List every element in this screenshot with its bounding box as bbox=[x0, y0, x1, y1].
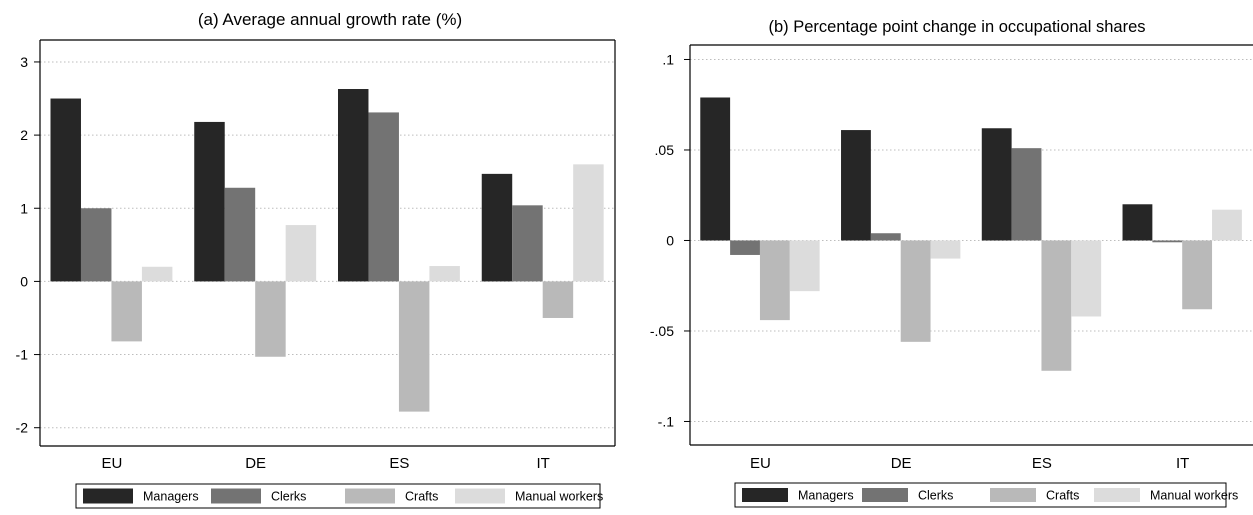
bar-managers-es bbox=[981, 128, 1012, 241]
y-tick-label: -.05 bbox=[650, 323, 674, 339]
bar-manual-workers-eu bbox=[789, 240, 820, 292]
bar-crafts-it bbox=[1182, 240, 1213, 310]
y-tick-label: .1 bbox=[662, 51, 674, 67]
bar-manual-workers-eu bbox=[141, 266, 173, 282]
bar-clerks-de bbox=[224, 187, 256, 282]
bar-managers-it bbox=[481, 173, 513, 282]
legend-label: Manual workers bbox=[1150, 489, 1238, 503]
legend-label: Manual workers bbox=[515, 490, 603, 504]
y-tick-label: 2 bbox=[20, 127, 28, 143]
chart-b-svg: (b) Percentage point change in occupatio… bbox=[650, 18, 1253, 508]
x-tick-label: IT bbox=[536, 455, 549, 472]
bar-crafts-eu bbox=[111, 281, 142, 342]
bar-clerks-eu bbox=[80, 208, 112, 282]
bar-crafts-de bbox=[255, 281, 286, 357]
chart-panel-a: (a) Average annual growth rate (%) 3 2 1 0 -1… bbox=[0, 0, 622, 515]
bar-managers-de bbox=[194, 121, 225, 282]
legend-box bbox=[734, 482, 1227, 508]
legend-swatch bbox=[211, 488, 261, 504]
bar-manual-workers-es bbox=[429, 266, 460, 282]
y-tick-label: 0 bbox=[20, 273, 28, 289]
x-tick-label: ES bbox=[1032, 455, 1052, 472]
legend-swatch bbox=[990, 488, 1036, 502]
bar-manual-workers-es bbox=[1071, 240, 1102, 317]
bar-managers-es bbox=[337, 89, 369, 282]
x-tick-label: ES bbox=[389, 455, 409, 472]
y-tick-label: .05 bbox=[655, 142, 675, 158]
x-tick-label: EU bbox=[750, 455, 771, 472]
y-tick-label: 1 bbox=[20, 200, 28, 216]
bar-crafts-es bbox=[1041, 240, 1072, 371]
bar-managers-it bbox=[1122, 204, 1153, 241]
x-tick-label: DE bbox=[891, 455, 912, 472]
bar-manual-workers-it bbox=[1212, 209, 1242, 241]
bar-crafts-de bbox=[900, 240, 931, 342]
bar-managers-de bbox=[841, 130, 871, 241]
chart-panel-b: (b) Percentage point change in occupatio… bbox=[627, 0, 1253, 515]
bar-managers-eu bbox=[700, 97, 731, 241]
legend-swatch bbox=[83, 488, 133, 504]
y-tick-label: -1 bbox=[16, 347, 29, 363]
bar-manual-workers-it bbox=[573, 164, 604, 282]
legend-swatch bbox=[345, 488, 395, 504]
legend-label: Managers bbox=[798, 489, 854, 503]
x-tick-label: EU bbox=[101, 455, 122, 472]
legend-box bbox=[75, 483, 601, 509]
legend-label: Crafts bbox=[405, 490, 438, 504]
y-tick-label: 0 bbox=[666, 232, 674, 248]
bar-clerks-it bbox=[1152, 240, 1183, 243]
x-tick-label: IT bbox=[1176, 455, 1189, 472]
y-tick-label: -2 bbox=[16, 420, 29, 436]
bar-crafts-es bbox=[398, 281, 430, 412]
legend-label: Managers bbox=[143, 490, 199, 504]
legend-swatch bbox=[742, 488, 788, 502]
legend-swatch bbox=[862, 488, 908, 502]
legend-label: Clerks bbox=[271, 490, 306, 504]
bar-clerks-es bbox=[1011, 148, 1042, 241]
chart-title: (b) Percentage point change in occupatio… bbox=[769, 18, 1146, 36]
bar-clerks-eu bbox=[730, 240, 760, 255]
chart-a-svg: (a) Average annual growth rate (%) 3 2 1 0 -1… bbox=[16, 10, 616, 509]
legend-swatch bbox=[1094, 488, 1140, 502]
legend-label: Crafts bbox=[1046, 489, 1079, 503]
bar-clerks-es bbox=[368, 112, 399, 282]
x-tick-label: DE bbox=[245, 455, 266, 472]
bar-clerks-it bbox=[512, 205, 543, 282]
bar-clerks-de bbox=[870, 233, 901, 241]
legend-label: Clerks bbox=[918, 489, 953, 503]
chart-title: (a) Average annual growth rate (%) bbox=[198, 10, 462, 29]
y-tick-label: -.1 bbox=[658, 413, 675, 429]
bar-manual-workers-de bbox=[285, 225, 317, 282]
bar-crafts-it bbox=[542, 281, 574, 318]
bar-manual-workers-de bbox=[930, 240, 961, 259]
legend-swatch bbox=[455, 488, 505, 504]
y-tick-label: 3 bbox=[20, 54, 28, 70]
bar-managers-eu bbox=[50, 98, 81, 282]
bar-crafts-eu bbox=[759, 240, 790, 321]
